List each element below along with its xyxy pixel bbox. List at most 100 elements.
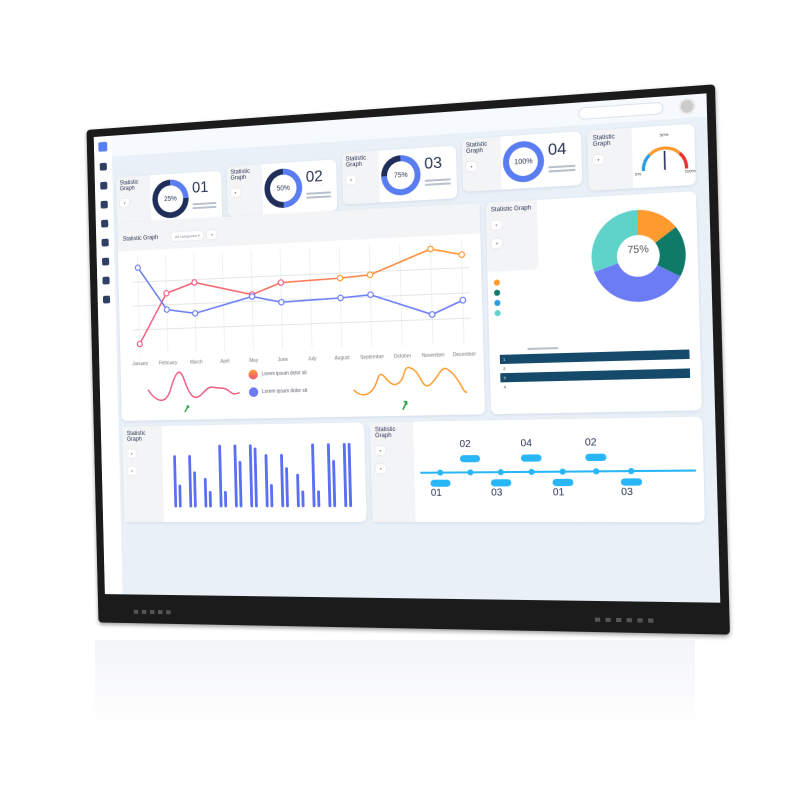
stat-card-title: Statistic Graph — [119, 179, 139, 193]
x-tick-label: December — [453, 351, 477, 358]
bar — [248, 444, 254, 508]
timeline-node[interactable] — [437, 469, 444, 476]
grid-line — [251, 251, 253, 350]
grid-line — [133, 318, 470, 330]
bar-chart-card: Statistic Graph ▾ ▾ — [122, 422, 367, 523]
progress-ring: 25% — [151, 178, 190, 220]
timeline-node[interactable] — [528, 468, 535, 475]
x-tick-label: November — [422, 352, 446, 359]
users-icon[interactable] — [102, 295, 111, 304]
data-point — [367, 272, 373, 278]
bar — [178, 484, 182, 508]
bar-chart-title: Statistic Graph — [126, 430, 146, 443]
timeline-node[interactable] — [467, 469, 474, 476]
avatar[interactable] — [678, 97, 697, 116]
grid-line — [132, 268, 469, 283]
legend-swatch — [493, 279, 500, 286]
series-line — [138, 248, 464, 345]
dropdown[interactable]: ▾ — [230, 187, 241, 198]
dropdown[interactable]: ▾ — [120, 198, 130, 208]
data-point — [164, 290, 169, 296]
data-point — [164, 307, 169, 313]
settings-icon[interactable] — [102, 276, 110, 285]
timeline-node[interactable] — [497, 469, 504, 476]
bar — [188, 454, 193, 508]
gauge-title: Statistic Graph — [592, 134, 615, 149]
chart-icon[interactable] — [100, 181, 108, 190]
grid-line — [133, 293, 470, 306]
x-tick-label: July — [308, 356, 317, 362]
data-point — [428, 246, 434, 252]
bar — [253, 447, 258, 508]
stat-card-title: Statistic Graph — [230, 168, 251, 182]
x-tick-label: February — [159, 360, 178, 367]
category-dropdown[interactable]: All categories ▾ — [171, 230, 204, 242]
monitor: Statistic Graph ▾ 25% 01 Statistic Graph… — [86, 84, 730, 635]
dropdown[interactable]: ▾ — [375, 446, 386, 456]
data-point — [192, 280, 197, 286]
timeline-pill[interactable] — [490, 479, 512, 487]
data-point — [368, 292, 374, 298]
timeline-node[interactable] — [592, 468, 600, 475]
period-dropdown[interactable]: ▾ — [207, 230, 217, 240]
user-icon[interactable] — [99, 162, 107, 171]
timeline-pill[interactable] — [459, 455, 481, 463]
search-icon[interactable] — [101, 238, 109, 247]
bar — [218, 444, 223, 508]
search-input[interactable] — [578, 101, 664, 121]
bar — [332, 460, 337, 508]
timeline-pill[interactable] — [520, 454, 542, 462]
dropdown[interactable]: ▾ — [491, 238, 503, 249]
dropdown[interactable]: ▾ — [346, 175, 357, 185]
legend-swatch — [494, 299, 501, 307]
chat-icon[interactable] — [100, 200, 108, 209]
arrow-icon — [185, 406, 189, 412]
bar — [347, 442, 353, 508]
dropdown[interactable]: ▾ — [127, 449, 137, 458]
dashboard-screen: Statistic Graph ▾ 25% 01 Statistic Graph… — [93, 93, 721, 603]
timeline-pill[interactable] — [430, 479, 451, 487]
line-legend: Lorem ipsum dolor sit Lorem ipsum dolor … — [248, 368, 308, 398]
graph-icon[interactable] — [101, 219, 109, 228]
stat-card-title: Statistic Graph — [465, 141, 488, 156]
timeline-axis — [420, 469, 696, 474]
legend-item: Lorem ipsum dolor sit — [248, 386, 308, 398]
progress-ring: 75% — [380, 154, 422, 197]
dropdown[interactable]: ▾ — [466, 161, 477, 172]
dropdown[interactable]: ▾ — [491, 220, 502, 230]
timeline-node[interactable] — [627, 467, 635, 475]
stat-number: 02 — [305, 168, 323, 186]
bar — [296, 473, 300, 508]
legend-swatch — [248, 387, 259, 398]
gauge-segment-high — [680, 153, 687, 169]
mail-icon[interactable] — [101, 257, 110, 266]
dropdown[interactable]: ▾ — [593, 154, 604, 165]
gauge-card: Statistic Graph ▾ 0% 50% 100% — [587, 123, 696, 191]
bar — [223, 490, 228, 508]
timeline-number: 01 — [430, 487, 443, 499]
series-line — [138, 253, 463, 325]
bar — [173, 455, 178, 508]
donut-legend — [493, 279, 501, 317]
gauge-max: 100% — [684, 167, 696, 174]
dropdown[interactable]: ▾ — [375, 464, 386, 474]
data-point — [338, 295, 344, 301]
grid-line — [222, 252, 224, 351]
bar — [280, 453, 285, 508]
data-point — [337, 275, 343, 281]
bar — [311, 443, 316, 508]
timeline-pill[interactable] — [552, 478, 574, 487]
bar — [317, 490, 321, 508]
grid-line — [398, 243, 402, 345]
timeline-pill[interactable] — [585, 453, 607, 462]
dropdown[interactable]: ▾ — [127, 466, 137, 476]
data-point — [137, 341, 142, 347]
bar — [233, 444, 238, 508]
legend-swatch — [494, 309, 501, 317]
x-tick-label: January — [132, 361, 149, 367]
timeline-pill[interactable] — [620, 478, 643, 486]
x-tick-label: March — [190, 359, 203, 365]
timeline-node[interactable] — [559, 468, 566, 475]
stat-number: 01 — [191, 179, 209, 197]
sparkline-right — [353, 366, 467, 395]
